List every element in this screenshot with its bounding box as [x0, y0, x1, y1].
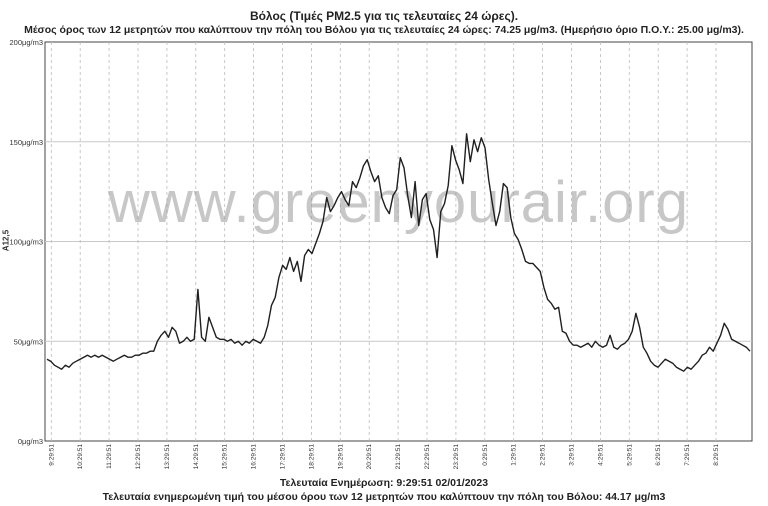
x-tick-label: 11:29:51 [106, 444, 113, 469]
x-tick-label: 12:29:51 [135, 444, 142, 470]
y-axis-label: A12,5 [1, 229, 11, 252]
x-tick-label: 13:29:51 [164, 444, 171, 470]
x-tick-label: 10:29:51 [77, 444, 84, 470]
grid-lines [45, 42, 752, 441]
x-tick-label: 0:29:51 [482, 444, 489, 466]
x-tick-label: 22:29:51 [424, 444, 431, 470]
x-tick-label: 18:29:51 [308, 444, 315, 470]
x-tick-label: 16:29:51 [251, 444, 258, 470]
y-tick-label: 0μg/m3 [18, 437, 43, 446]
x-tick-label: 20:29:51 [366, 444, 373, 470]
y-tick-label: 200μg/m3 [9, 38, 43, 47]
chart-title: Βόλος (Τιμές PM2.5 για τις τελευταίες 24… [249, 9, 519, 23]
y-tick-label: 50μg/m3 [14, 337, 43, 346]
x-tick-label: 4:29:51 [597, 444, 604, 466]
x-tick-label: 9:29:51 [48, 444, 55, 466]
y-tick-label: 100μg/m3 [9, 238, 43, 247]
chart-subtitle: Μέσος όρος των 12 μετρητών που καλύπτουν… [24, 24, 744, 36]
x-tick-label: 2:29:51 [540, 444, 547, 466]
x-tick-label: 21:29:51 [395, 444, 402, 470]
x-tick-label: 6:29:51 [655, 444, 662, 466]
pm25-series-line [46, 133, 751, 372]
last-update-text: Τελευταία Ενημέρωση: 9:29:51 02/01/2023 [279, 477, 489, 489]
x-tick-label: 17:29:51 [280, 444, 287, 470]
x-tick-label: 7:29:51 [684, 444, 691, 466]
x-tick-label: 19:29:51 [337, 444, 344, 470]
x-tick-label: 15:29:51 [222, 444, 229, 470]
x-tick-label: 23:29:51 [453, 444, 460, 470]
x-tick-label: 1:29:51 [511, 444, 518, 466]
x-tick-label: 5:29:51 [626, 444, 633, 466]
y-axis-ticks: 0μg/m3 50μg/m3 100μg/m3 150μg/m3 200μg/m3 [9, 38, 43, 446]
last-value-text: Τελευταία ενημερωμένη τιμή του μέσου όρο… [102, 491, 666, 503]
x-tick-label: 8:29:51 [713, 444, 720, 466]
y-tick-label: 150μg/m3 [9, 138, 43, 147]
x-axis-ticks: 9:29:51 10:29:51 11:29:51 12:29:51 13:29:51 1… [48, 444, 720, 470]
x-tick-label: 3:29:51 [569, 444, 576, 466]
x-tick-label: 14:29:51 [193, 444, 200, 470]
